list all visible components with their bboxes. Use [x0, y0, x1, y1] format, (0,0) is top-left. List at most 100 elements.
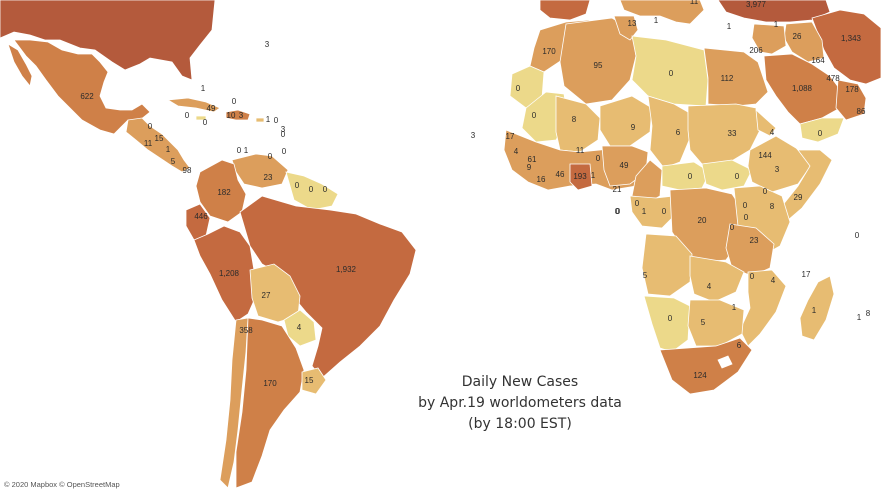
value-label-libya: 0 — [669, 69, 674, 78]
region-spain[interactable] — [539, 0, 591, 21]
title-line-3: (by 18:00 EST) — [468, 416, 572, 432]
value-label-somalia: 3 — [775, 165, 780, 174]
region-cuba[interactable] — [166, 97, 221, 113]
region-jamaica[interactable] — [195, 115, 207, 121]
value-label-tanzania: 29 — [794, 193, 803, 202]
region-chad[interactable] — [647, 95, 691, 169]
value-label-lesser-antilles-1: 0 — [281, 130, 286, 139]
region-mozambique[interactable] — [739, 269, 787, 347]
region-mali[interactable] — [555, 95, 601, 153]
value-label-malawi: 0 — [750, 272, 755, 281]
region-south-africa[interactable] — [659, 337, 753, 395]
value-label-namibia: 0 — [668, 314, 673, 323]
region-eritrea[interactable] — [755, 109, 777, 137]
value-label-brazil: 1,932 — [336, 265, 357, 274]
region-namibia[interactable] — [643, 295, 691, 353]
value-label-burkina-faso: 11 — [576, 146, 585, 155]
value-label-gabon: 1 — [642, 207, 647, 216]
region-italy-balkans[interactable] — [619, 0, 705, 25]
region-ghana[interactable] — [569, 163, 593, 191]
region-saudi-arabia[interactable] — [763, 53, 843, 125]
region-eswatini[interactable] — [717, 355, 733, 369]
region-hispaniola[interactable] — [225, 109, 251, 121]
region-sudan[interactable] — [687, 103, 761, 165]
value-label-aruba: 0 — [237, 146, 242, 155]
value-label-mexico: 622 — [80, 92, 94, 101]
map-attribution[interactable]: © 2020 Mapbox © OpenStreetMap — [4, 480, 120, 489]
region-argentina[interactable] — [235, 317, 305, 489]
region-tunisia[interactable] — [613, 15, 639, 41]
title-line-2: by Apr.19 worldometers data — [418, 395, 622, 411]
region-niger[interactable] — [599, 95, 653, 147]
region-guianas[interactable] — [285, 171, 339, 211]
value-label-haiti-2: 10 — [227, 111, 236, 120]
map-title: Daily New Cases by Apr.19 worldometers d… — [400, 372, 640, 435]
value-label-iran: 1,343 — [841, 34, 862, 43]
value-label-djibouti: 0 — [763, 187, 768, 196]
region-syria-levant[interactable] — [751, 23, 787, 55]
value-label-mali: 8 — [572, 115, 577, 124]
value-label-israel: 206 — [749, 46, 763, 55]
region-egypt[interactable] — [703, 47, 769, 107]
value-label-kuwait: 164 — [811, 56, 825, 65]
region-madagascar[interactable] — [799, 275, 835, 341]
value-label-belize: 0 — [148, 122, 153, 131]
region-somalia[interactable] — [781, 149, 833, 221]
region-south-sudan[interactable] — [701, 159, 753, 191]
region-puerto-rico[interactable] — [255, 117, 265, 123]
region-uruguay[interactable] — [301, 367, 327, 395]
value-label-chile: 358 — [239, 326, 253, 335]
value-label-algeria: 95 — [594, 61, 603, 70]
region-gulf[interactable] — [835, 79, 867, 121]
value-label-st-helena: 0 — [616, 207, 621, 216]
value-label-ecuador: 446 — [194, 212, 208, 221]
value-label-mozambique: 4 — [771, 276, 776, 285]
value-label-ghana: 193 — [573, 172, 587, 181]
value-label-virgin-islands: 0 — [274, 116, 279, 125]
region-botswana-zimbabwe[interactable] — [687, 299, 745, 347]
region-mexico[interactable] — [13, 39, 151, 135]
value-label-madagascar: 1 — [812, 306, 817, 315]
region-yemen[interactable] — [799, 117, 845, 143]
region-venezuela[interactable] — [231, 153, 289, 189]
value-label-bahamas: 0 — [232, 97, 237, 106]
value-label-ethiopia: 144 — [758, 151, 772, 160]
value-label-honduras: 15 — [155, 134, 164, 143]
region-turkey[interactable] — [717, 0, 831, 23]
value-label-seychelles: 0 — [855, 231, 860, 240]
value-label-guinea-bissau: 9 — [527, 163, 532, 172]
value-label-cameroon: 21 — [613, 185, 622, 194]
value-label-usa-east: 3 — [265, 40, 270, 49]
value-label-uganda: 0 — [743, 201, 748, 210]
value-label-south-sudan: 0 — [735, 172, 740, 181]
region-baja[interactable] — [7, 43, 33, 87]
value-label-zimbabwe: 1 — [732, 303, 737, 312]
region-central-america[interactable] — [125, 117, 191, 173]
value-label-nigeria: 49 — [620, 161, 629, 170]
region-zambia[interactable] — [689, 255, 745, 303]
value-label-yemen: 0 — [818, 129, 823, 138]
region-gabon-congo[interactable] — [629, 195, 677, 229]
value-label-guinea: 61 — [528, 155, 537, 164]
value-label-south-africa: 124 — [693, 371, 707, 380]
region-libya[interactable] — [631, 35, 709, 107]
value-label-oman: 86 — [857, 107, 866, 116]
value-label-costa-rica: 5 — [171, 157, 176, 166]
value-label-botswana: 5 — [701, 318, 706, 327]
value-label-benin: 0 — [596, 154, 601, 163]
value-label-suriname: 0 — [309, 185, 314, 194]
region-ethiopia[interactable] — [747, 135, 813, 193]
region-usa[interactable] — [0, 0, 216, 81]
value-label-congo: 0 — [662, 207, 667, 216]
value-label-liberia: 46 — [556, 170, 565, 179]
value-label-cayman: 0 — [203, 118, 208, 127]
value-label-mauritania: 0 — [532, 111, 537, 120]
region-angola[interactable] — [641, 233, 693, 297]
value-label-niger: 9 — [631, 123, 636, 132]
region-chile[interactable] — [219, 317, 249, 489]
value-label-mauritius: 1 — [857, 313, 862, 322]
value-label-togo: 1 — [591, 171, 596, 180]
